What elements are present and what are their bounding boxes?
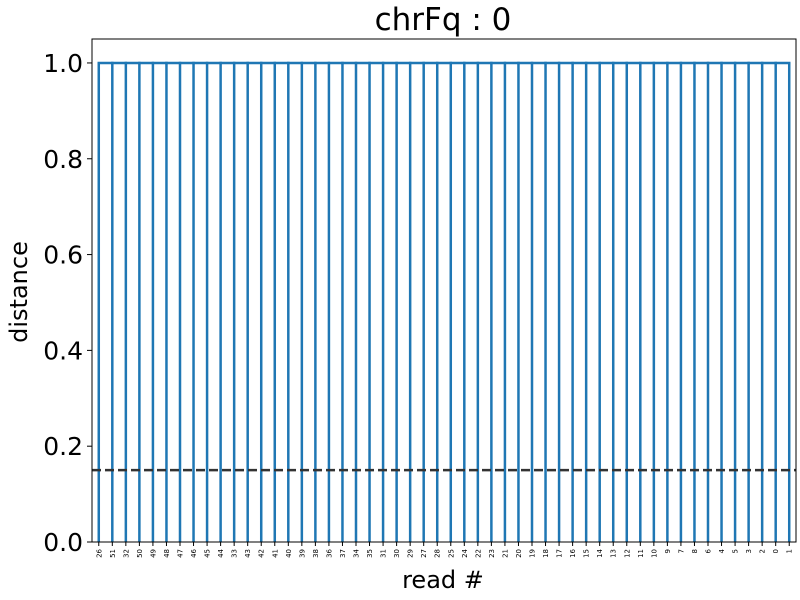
- leaf-label: 48: [163, 549, 171, 558]
- leaf-label: 51: [109, 549, 117, 558]
- leaf-label: 0: [772, 549, 780, 553]
- leaf-label: 18: [542, 549, 550, 558]
- leaf-label: 33: [231, 549, 239, 558]
- leaf-label: 49: [149, 549, 157, 558]
- leaf-label: 34: [353, 548, 361, 557]
- leaf-label: 16: [569, 548, 577, 557]
- y-axis-ticks: 0.0 0.2 0.4 0.6 0.8 1.0: [43, 49, 92, 557]
- leaf-label: 25: [447, 549, 455, 558]
- leaf-label: 50: [136, 549, 144, 558]
- leaf-label: 38: [312, 549, 320, 558]
- leaf-label: 27: [420, 549, 428, 558]
- leaf-label: 40: [285, 549, 293, 558]
- dendrogram-tree: [97, 61, 791, 542]
- leaf-label: 12: [623, 549, 631, 558]
- plot-frame: [91, 38, 797, 543]
- leaf-label: 36: [325, 548, 333, 557]
- y-tick-label: 0.4: [43, 336, 83, 365]
- leaf-label: 44: [217, 548, 225, 557]
- leaf-label: 15: [583, 549, 591, 558]
- leaf-label: 19: [529, 549, 537, 558]
- leaf-label: 13: [610, 549, 618, 558]
- leaf-label: 3: [745, 549, 753, 553]
- leaf-label: 46: [190, 548, 198, 557]
- leaf-label: 26: [95, 548, 103, 557]
- leaf-label: 24: [461, 548, 469, 557]
- leaf-label: 39: [298, 549, 306, 558]
- leaf-label: 37: [339, 549, 347, 558]
- leaf-label: 4: [718, 548, 726, 553]
- leaf-label: 20: [515, 549, 523, 558]
- leaf-label: 7: [677, 549, 685, 553]
- leaf-label: 32: [122, 549, 130, 558]
- y-tick-label: 0.6: [43, 241, 83, 270]
- y-tick-label: 0.2: [43, 432, 83, 461]
- chart-title: chrFq : 0: [375, 2, 512, 38]
- y-tick-label: 0.8: [43, 145, 83, 174]
- y-tick-label: 0.0: [43, 528, 83, 557]
- leaf-label: 29: [407, 549, 415, 558]
- leaf-label: 42: [258, 549, 266, 558]
- leaf-label: 1: [786, 549, 794, 553]
- x-axis-label: read #: [402, 566, 484, 594]
- leaf-label: 2: [759, 549, 767, 553]
- leaf-label: 5: [732, 549, 740, 553]
- leaf-label: 9: [664, 549, 672, 553]
- leaf-label: 17: [556, 549, 564, 558]
- leaf-label: 30: [393, 549, 401, 558]
- leaf-label: 45: [204, 549, 212, 558]
- leaf-label: 23: [488, 549, 496, 558]
- leaf-label: 31: [380, 549, 388, 558]
- x-axis-ticks: 26 51 32 50 49 48 47 46 45 44 33 43 42 41 40 39 38 36 37 34…: [95, 542, 794, 558]
- leaf-label: 8: [691, 549, 699, 553]
- leaf-label: 6: [705, 548, 713, 553]
- leaf-label: 28: [434, 549, 442, 558]
- leaf-label: 10: [650, 549, 658, 558]
- leaf-label: 22: [474, 549, 482, 558]
- leaf-label: 11: [637, 549, 645, 558]
- leaf-label: 14: [596, 548, 604, 557]
- y-tick-label: 1.0: [43, 49, 83, 78]
- leaf-label: 21: [501, 549, 509, 558]
- y-axis-label: distance: [5, 241, 33, 343]
- leaf-label: 47: [177, 549, 185, 558]
- leaf-label: 43: [244, 549, 252, 558]
- leaf-label: 35: [366, 549, 374, 558]
- leaf-label: 41: [271, 549, 279, 558]
